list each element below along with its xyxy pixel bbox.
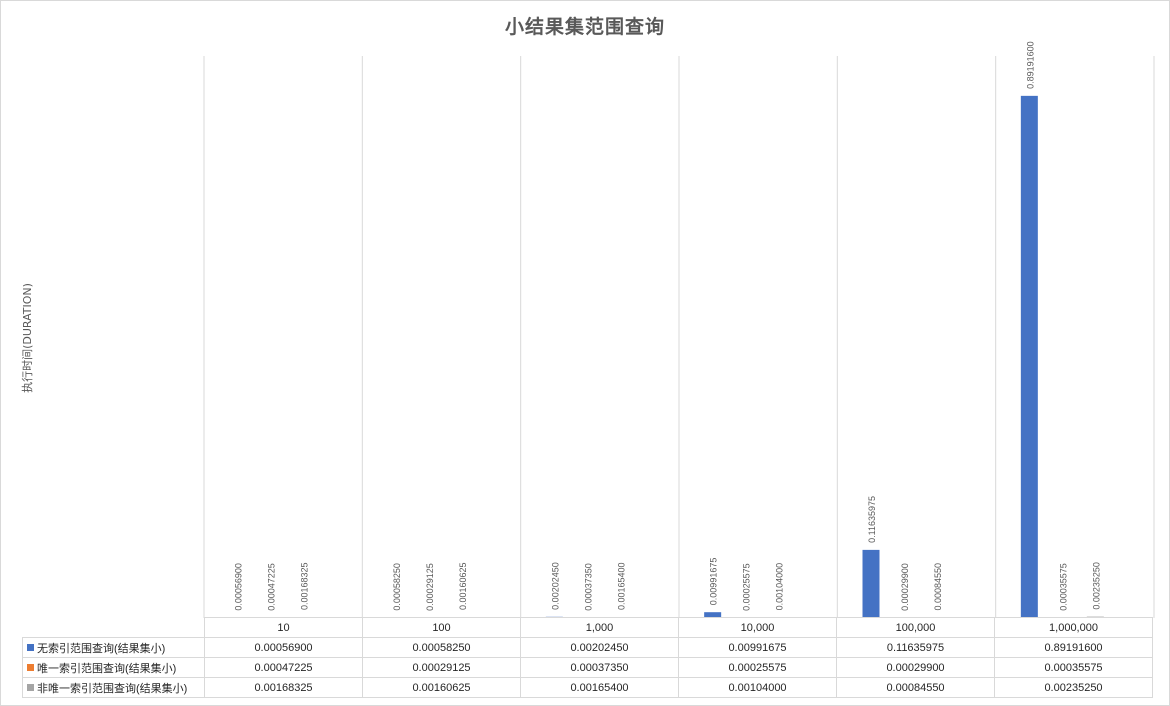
data-label: 0.00058250	[392, 563, 402, 611]
data-label: 0.00104000	[775, 563, 785, 611]
table-corner	[22, 617, 205, 638]
legend-swatch	[27, 644, 34, 652]
table-cell: 0.11635975	[836, 637, 995, 658]
table-cell: 0.00104000	[678, 677, 837, 698]
table-cell: 0.00035575	[994, 657, 1153, 678]
data-table: 10 100 1,000 10,000 100,000 1,000,000 无索引范围查询…	[22, 617, 1153, 698]
legend-swatch	[27, 664, 34, 672]
category-row: 10 100 1,000 10,000 100,000 1,000,000	[22, 617, 1153, 638]
table-row: 唯一索引范围查询(结果集小) 0.00047225 0.00029125 0.0003…	[22, 657, 1153, 678]
series-name: 无索引范围查询(结果集小)	[37, 642, 166, 655]
category-label: 10	[204, 617, 363, 638]
series-name: 非唯一索引范围查询(结果集小)	[37, 682, 188, 695]
table-cell: 0.00084550	[836, 677, 995, 698]
table-cell: 0.00168325	[204, 677, 363, 698]
data-label: 0.00202450	[550, 562, 560, 610]
data-label: 0.00168325	[300, 562, 310, 610]
data-label: 0.00991675	[709, 558, 719, 606]
legend-entry: 非唯一索引范围查询(结果集小)	[22, 677, 205, 698]
legend-swatch	[27, 684, 34, 692]
data-label: 0.00047225	[267, 563, 277, 611]
bar	[1020, 95, 1038, 619]
table-cell: 0.00160625	[362, 677, 521, 698]
data-label: 0.00165400	[616, 562, 626, 610]
chart-title: 小结果集范围查询	[504, 16, 665, 38]
table-cell: 0.00029125	[362, 657, 521, 678]
table-cell: 0.00056900	[204, 637, 363, 658]
data-label: 0.89191600	[1025, 41, 1035, 89]
data-label: 0.00056900	[234, 563, 244, 611]
table-cell: 0.00029900	[836, 657, 995, 678]
table-cell: 0.00165400	[520, 677, 679, 698]
category-label: 100	[362, 617, 521, 638]
table-cell: 0.00058250	[362, 637, 521, 658]
data-label: 0.00037350	[583, 563, 593, 611]
table-row: 非唯一索引范围查询(结果集小) 0.00168325 0.00160625 0.001…	[22, 677, 1153, 698]
series-name: 唯一索引范围查询(结果集小)	[37, 662, 177, 675]
data-label: 0.00084550	[933, 563, 943, 611]
data-label: 0.00035575	[1058, 563, 1068, 611]
data-label: 0.00160625	[458, 562, 468, 610]
category-label: 1,000,000	[994, 617, 1153, 638]
category-label: 1,000	[520, 617, 679, 638]
table-cell: 0.00047225	[204, 657, 363, 678]
table-cell: 0.00025575	[678, 657, 837, 678]
bar	[862, 549, 880, 618]
table-cell: 0.00202450	[520, 637, 679, 658]
data-label: 0.00029900	[900, 563, 910, 611]
table-cell: 0.89191600	[994, 637, 1153, 658]
table-row: 无索引范围查询(结果集小) 0.00056900 0.00058250 0.00202…	[22, 637, 1153, 658]
data-label: 0.00025575	[742, 563, 752, 611]
table-cell: 0.00037350	[520, 657, 679, 678]
data-label: 0.11635975	[867, 496, 877, 543]
table-cell: 0.00991675	[678, 637, 837, 658]
data-label: 0.00029125	[425, 563, 435, 611]
data-label: 0.00235250	[1091, 562, 1101, 610]
legend-entry: 无索引范围查询(结果集小)	[22, 637, 205, 658]
category-label: 10,000	[678, 617, 837, 638]
category-label: 100,000	[836, 617, 995, 638]
table-cell: 0.00235250	[994, 677, 1153, 698]
bar	[704, 612, 722, 618]
legend-entry: 唯一索引范围查询(结果集小)	[22, 657, 205, 678]
